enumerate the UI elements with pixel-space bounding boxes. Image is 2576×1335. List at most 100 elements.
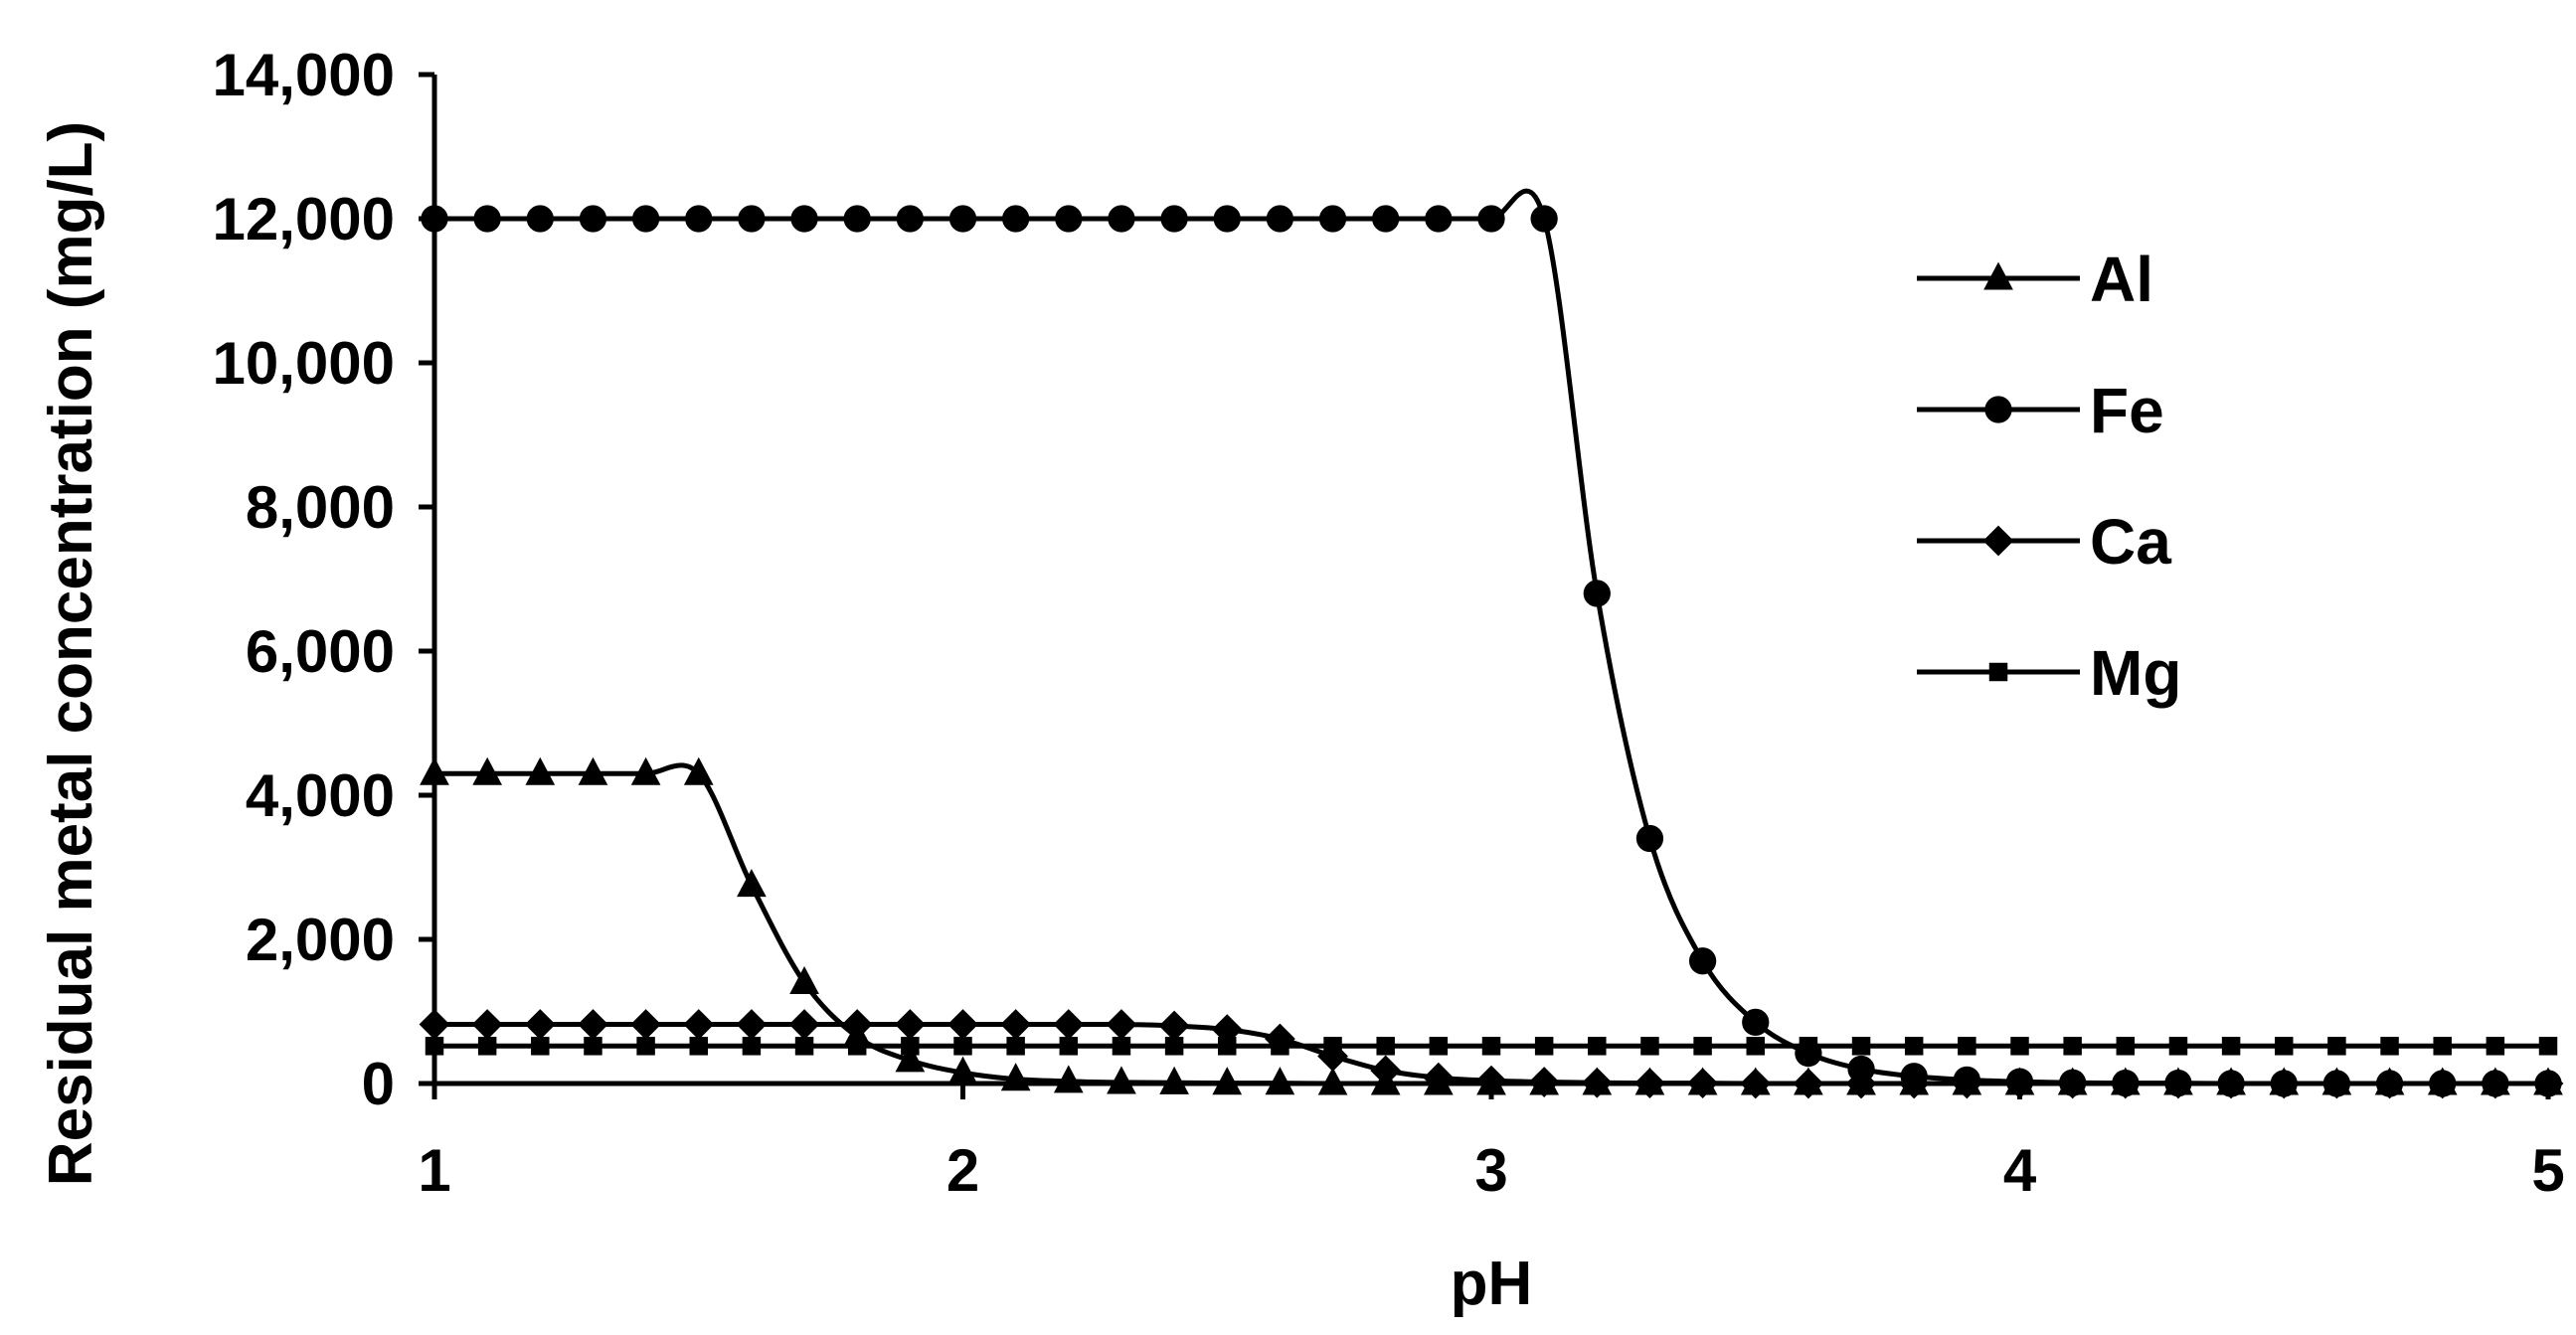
x-axis-title: pH [1451,1250,1533,1318]
data-point-mg [794,1037,814,1056]
data-point-mg [2275,1037,2294,1056]
data-point-al [1212,1067,1243,1095]
data-point-al [525,756,556,785]
y-tick-label: 14,000 [212,42,395,108]
data-point-fe [1425,205,1453,233]
series-mg [425,1037,2558,1056]
data-point-fe [790,205,818,233]
y-axis-title: Residual metal concentration (mg/L) [37,121,105,1186]
data-point-mg [1323,1037,1342,1056]
data-point-ca [736,1009,768,1040]
data-point-mg [1164,1037,1184,1056]
data-point-al [1053,1065,1084,1093]
y-tick-label: 12,000 [212,186,395,252]
data-point-fe [1002,205,1030,233]
data-point-ca [1370,1055,1402,1086]
data-point-fe [1160,205,1188,233]
data-point-fe [948,205,977,233]
data-point-al [472,756,502,785]
data-point-mg [847,1037,867,1056]
data-point-ca [894,1009,926,1040]
data-point-mg [1851,1037,1871,1056]
data-point-mg [742,1037,762,1056]
x-tick-label: 1 [418,1137,450,1204]
data-point-mg [1376,1037,1395,1056]
data-point-fe [843,205,871,233]
y-tick-label: 10,000 [212,330,395,397]
data-point-mg [2380,1037,2399,1056]
data-point-fe [1477,205,1505,233]
data-point-fe [738,205,766,233]
data-point-ca [2374,1068,2405,1099]
data-point-mg [1006,1037,1025,1056]
data-point-fe [421,205,448,233]
data-point-mg [2433,1037,2452,1056]
data-point-fe [579,205,607,233]
legend: Al Fe Ca Mg [1917,244,2181,709]
data-point-al [947,1056,978,1085]
data-point-ca [1000,1009,1032,1040]
data-point-ca [1581,1067,1613,1098]
data-point-ca [1740,1068,1772,1099]
data-point-ca [841,1009,873,1040]
legend-label-al: Al [2090,244,2153,315]
data-point-mg [636,1037,655,1056]
data-point-mg [477,1037,497,1056]
data-point-mg [689,1037,708,1056]
data-point-ca [947,1009,978,1040]
data-point-ca [1687,1068,1718,1099]
data-point-ca [471,1009,503,1040]
data-point-mg [1693,1037,1712,1056]
series-layer [419,188,2564,1099]
data-point-ca [1475,1065,1507,1096]
legend-item-ca: Ca [1917,506,2171,578]
data-point-ca [1634,1068,1665,1099]
data-point-ca [2268,1068,2300,1099]
data-point-al [1107,1066,1136,1094]
data-point-fe [631,205,660,233]
legend-label-mg: Mg [2090,637,2181,709]
data-point-mg [1481,1037,1501,1056]
data-point-ca [1845,1068,1877,1099]
data-point-al [1265,1067,1295,1095]
x-tick-label: 5 [2531,1137,2564,1204]
data-point-ca [2532,1068,2564,1099]
data-point-al [630,756,661,785]
x-tick-label: 3 [1474,1137,1507,1204]
data-point-fe [1213,205,1241,233]
data-point-mg [2486,1037,2505,1056]
data-point-ca [1053,1009,1085,1040]
y-tick-label: 0 [362,1051,395,1117]
legend-item-fe: Fe [1917,375,2164,446]
data-point-ca [1423,1062,1455,1093]
data-point-mg [2327,1037,2346,1056]
legend-item-mg: Mg [1917,637,2181,709]
data-point-mg [2116,1037,2136,1056]
data-point-mg [1112,1037,1131,1056]
data-point-ca [2162,1068,2194,1099]
data-point-mg [425,1037,444,1056]
data-point-ca [2004,1068,2035,1099]
data-point-ca [2215,1068,2247,1099]
data-point-fe [1266,205,1294,233]
data-point-ca [1951,1068,1982,1099]
y-tick-label: 4,000 [246,762,395,829]
data-point-mg [1429,1037,1449,1056]
data-point-mg [1218,1037,1237,1056]
data-point-fe [473,205,501,233]
x-tick-label: 2 [946,1137,979,1204]
data-point-mg [1904,1037,1924,1056]
data-point-ca [2480,1068,2511,1099]
data-point-mg [901,1037,920,1056]
data-point-mg [584,1037,602,1056]
tick-labels: 0 2,000 4,000 6,000 8,000 10,000 12,000 14,000 1… [212,42,2564,1204]
x-tick-label: 4 [2003,1137,2037,1204]
data-point-fe [526,205,554,233]
data-point-mg [1588,1037,1607,1056]
data-point-mg [1534,1037,1554,1056]
y-tick-label: 6,000 [246,618,395,685]
legend-label-fe: Fe [2090,375,2164,446]
data-point-mg [2168,1037,2188,1056]
